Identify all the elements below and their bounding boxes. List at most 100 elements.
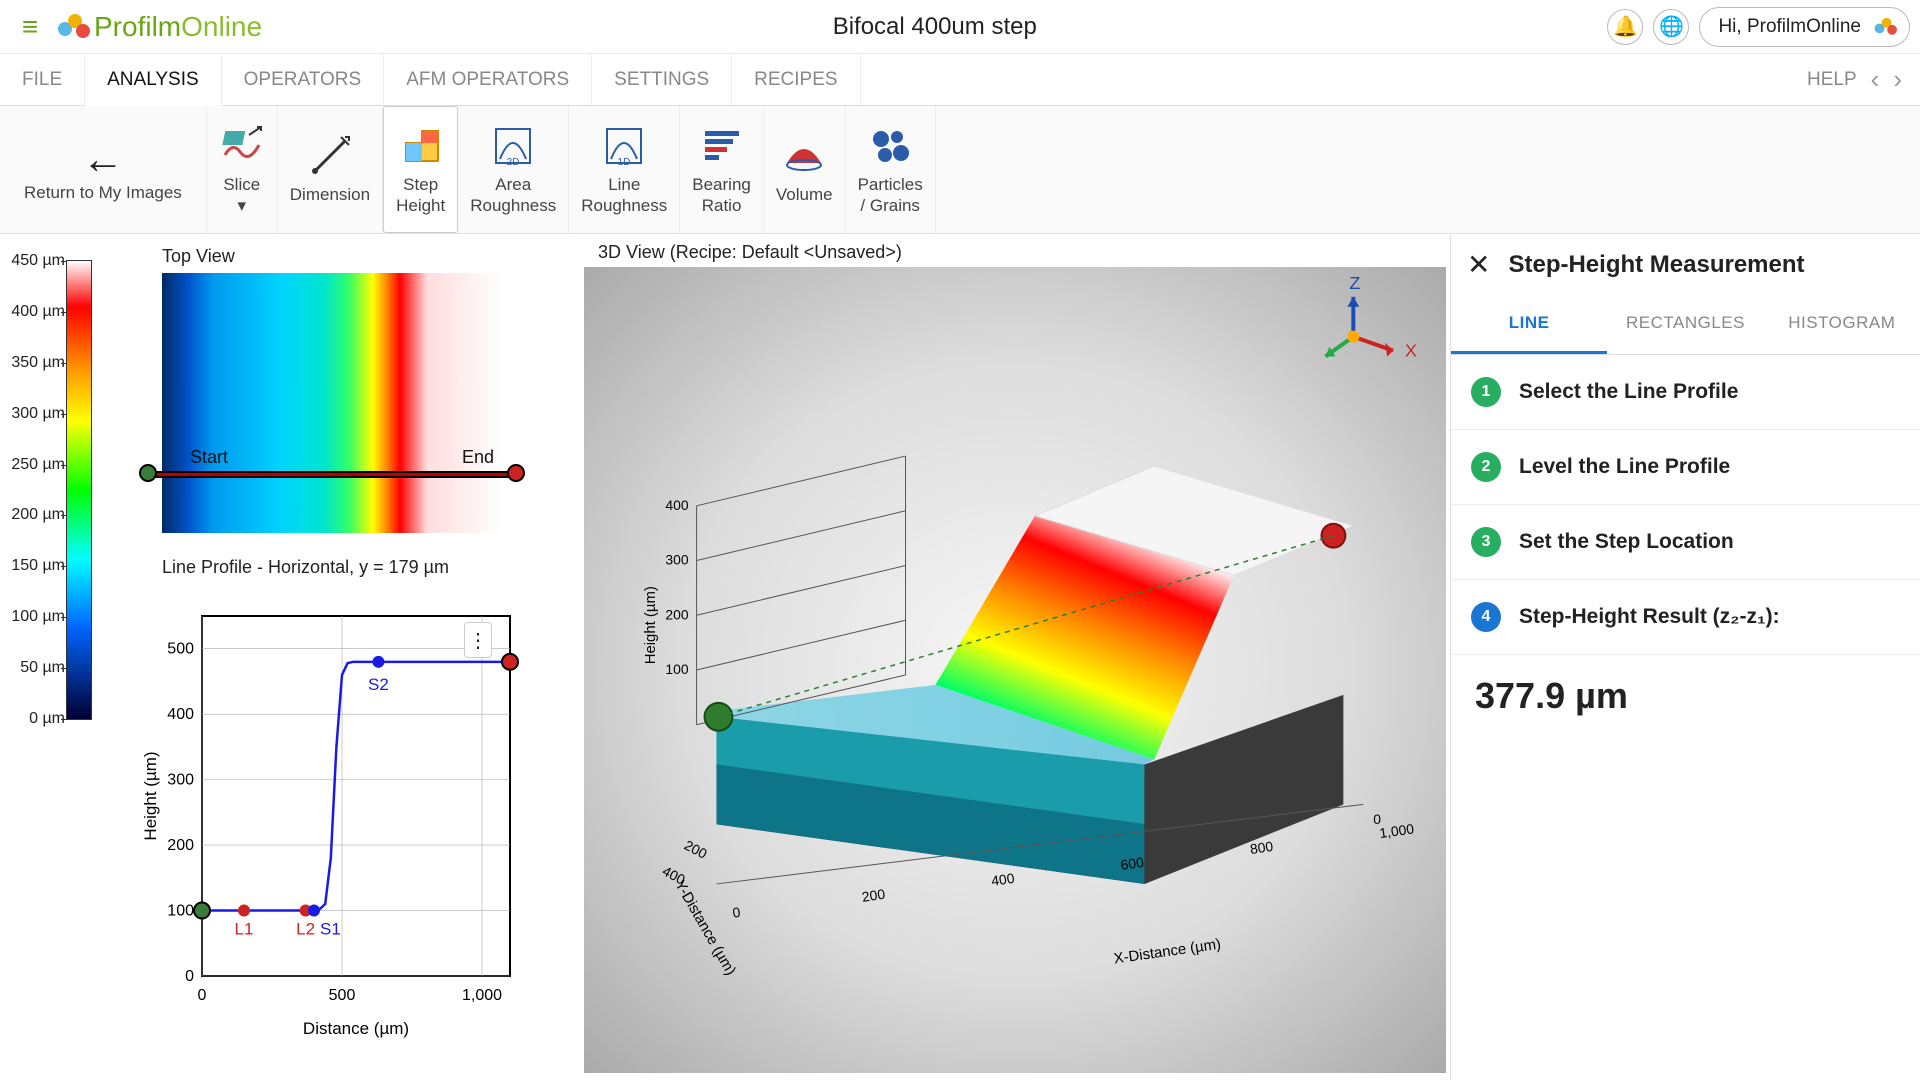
svg-text:Z: Z [1349, 273, 1360, 293]
svg-text:300: 300 [665, 552, 688, 568]
help-nav: HELP ‹ › [1789, 54, 1920, 105]
toolbar-slice-[interactable]: Slice▾ [207, 106, 278, 233]
profile-line[interactable] [148, 473, 516, 476]
toolbar-bearing-ratio[interactable]: BearingRatio [680, 106, 764, 233]
3d-view-title: 3D View (Recipe: Default <Unsaved>) [598, 242, 1446, 263]
step-number: 4 [1471, 602, 1501, 632]
svg-text:200: 200 [861, 886, 886, 905]
menu-tab-recipes[interactable]: RECIPES [732, 54, 860, 105]
top-view-panel[interactable]: Start End [162, 273, 502, 533]
step-number: 2 [1471, 452, 1501, 482]
panel-tab-histogram[interactable]: HISTOGRAM [1764, 295, 1920, 354]
menu-tab-file[interactable]: FILE [0, 54, 85, 105]
panel-tab-rectangles[interactable]: RECTANGLES [1607, 295, 1763, 354]
svg-text:800: 800 [1249, 838, 1274, 857]
chart-menu-button[interactable]: ⋮ [464, 622, 492, 658]
svg-text:Distance (µm): Distance (µm) [303, 1019, 409, 1038]
document-title: Bifocal 400um step [262, 13, 1607, 41]
notifications-icon[interactable]: 🔔 [1607, 9, 1643, 45]
back-label: Return to My Images [24, 183, 182, 203]
end-label: End [462, 447, 494, 468]
colorbar-tick: 250 µm [9, 456, 65, 474]
step-height-result: 377.9 µm [1451, 655, 1920, 737]
svg-text:400: 400 [990, 870, 1015, 889]
user-menu[interactable]: Hi, ProfilmOnline [1699, 7, 1910, 47]
toolbar-volume[interactable]: Volume [764, 106, 846, 233]
svg-text:1,000: 1,000 [1378, 820, 1415, 841]
menu-tab-operators[interactable]: OPERATORS [222, 54, 385, 105]
toolbar-icon [307, 133, 353, 179]
toolbar-dimension[interactable]: Dimension [278, 106, 383, 233]
menu-tab-settings[interactable]: SETTINGS [592, 54, 732, 105]
svg-text:200: 200 [665, 606, 688, 622]
line-profile-chart[interactable]: 010020030040050005001,000Distance (µm)He… [140, 586, 540, 1042]
colorbar-tick: 100 µm [9, 608, 65, 626]
help-next-icon[interactable]: › [1893, 64, 1902, 95]
svg-text:300: 300 [167, 772, 194, 789]
line-end-handle[interactable] [507, 464, 525, 482]
toolbar-area-roughness[interactable]: 2DAreaRoughness [458, 106, 569, 233]
help-label[interactable]: HELP [1807, 69, 1857, 91]
svg-text:L2: L2 [296, 920, 315, 939]
language-icon[interactable]: 🌐 [1653, 9, 1689, 45]
colorbar-tick: 450 µm [9, 252, 65, 270]
colorbar-tick: 50 µm [9, 659, 65, 677]
logo-icon [56, 14, 90, 40]
step-3[interactable]: 3Set the Step Location [1451, 505, 1920, 580]
svg-text:0: 0 [731, 904, 741, 921]
back-arrow-icon: ← [82, 135, 124, 183]
toolbar-step-height[interactable]: StepHeight [383, 106, 458, 233]
colorbar-tick: 150 µm [9, 557, 65, 575]
colorbar-tick: 200 µm [9, 506, 65, 524]
logo-text: ProfilmOnline [94, 11, 262, 43]
toolbar-label: BearingRatio [692, 175, 751, 216]
toolbar-label: Particles/ Grains [858, 175, 923, 216]
svg-text:0: 0 [185, 968, 194, 985]
menu-tab-afm-operators[interactable]: AFM OPERATORS [384, 54, 592, 105]
menu-tabs: FILEANALYSISOPERATORSAFM OPERATORSSETTIN… [0, 54, 1920, 106]
toolbar-line-roughness[interactable]: 1DLineRoughness [569, 106, 680, 233]
start-label: Start [190, 447, 228, 468]
step-2[interactable]: 2 Level the Line Profile [1451, 430, 1920, 505]
close-panel-button[interactable]: ✕ [1467, 248, 1490, 281]
step-number: 1 [1471, 377, 1501, 407]
svg-text:400: 400 [167, 706, 194, 723]
help-prev-icon[interactable]: ‹ [1871, 64, 1880, 95]
svg-text:100: 100 [167, 903, 194, 920]
svg-text:500: 500 [167, 641, 194, 658]
svg-text:X-Distance (µm): X-Distance (µm) [1113, 936, 1222, 968]
return-to-images-button[interactable]: ← Return to My Images [0, 106, 207, 233]
svg-text:L1: L1 [235, 920, 254, 939]
menu-hamburger[interactable]: ≡ [10, 11, 50, 43]
svg-text:Height (µm): Height (µm) [642, 586, 659, 664]
analysis-toolbar: ← Return to My Images Slice▾ DimensionSte… [0, 106, 1920, 234]
toolbar-particles-grains[interactable]: Particles/ Grains [846, 106, 936, 233]
svg-text:200: 200 [682, 837, 710, 862]
svg-text:1,000: 1,000 [462, 987, 502, 1004]
user-avatar-icon [1873, 17, 1893, 35]
toolbar-icon: 1D [601, 123, 647, 169]
svg-text:S2: S2 [368, 675, 389, 694]
toolbar-icon: 2D [490, 123, 536, 169]
step-height-panel: ✕ Step-Height Measurement LINERECTANGLES… [1450, 234, 1920, 1080]
3d-view-panel[interactable]: XZ100200300400Height (µm)02004006008001,… [584, 267, 1446, 1073]
line-start-handle[interactable] [139, 464, 157, 482]
panel-tab-line[interactable]: LINE [1451, 295, 1607, 354]
step-1[interactable]: 1 Select the Line Profile [1451, 355, 1920, 430]
svg-text:0: 0 [1373, 811, 1381, 827]
step-4[interactable]: 4Step-Height Result (z₂-z₁): [1451, 580, 1920, 655]
app-logo[interactable]: ProfilmOnline [56, 11, 262, 43]
svg-text:400: 400 [665, 497, 688, 513]
step-label: Set the Step Location [1519, 530, 1734, 554]
svg-text:Height (µm): Height (µm) [141, 751, 160, 840]
step-label: Select the Line Profile [1519, 380, 1738, 404]
toolbar-icon [867, 123, 913, 169]
svg-text:500: 500 [329, 987, 356, 1004]
menu-tab-analysis[interactable]: ANALYSIS [85, 55, 222, 106]
step-label: Level the Line Profile [1519, 455, 1730, 479]
toolbar-label: Slice▾ [223, 175, 260, 216]
toolbar-icon [781, 133, 827, 179]
toolbar-icon [398, 123, 444, 169]
panel-tabs: LINERECTANGLESHISTOGRAM [1451, 295, 1920, 355]
svg-text:200: 200 [167, 837, 194, 854]
